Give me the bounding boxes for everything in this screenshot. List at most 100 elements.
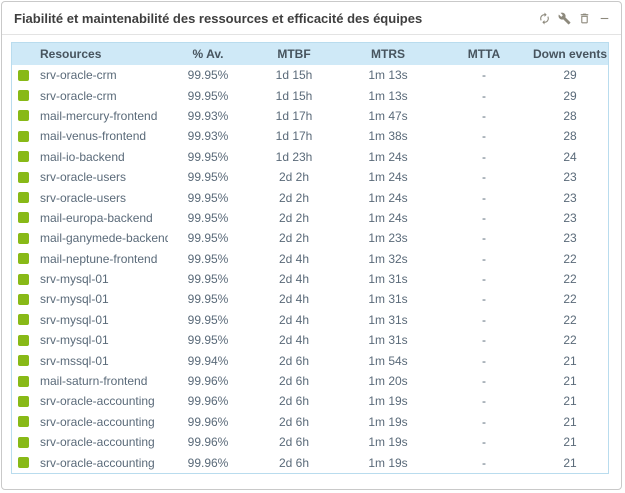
resource-name: srv-oracle-accounting [40,411,168,433]
mtbf-value: 2d 4h [248,289,340,310]
resource-row[interactable]: mail-io-backend 99.95% 1d 23h 1m 24s -24 [11,146,609,167]
resource-row[interactable]: srv-mysql-01 99.95% 2d 4h 1m 31s -22 [11,289,609,310]
col-header-mtrs[interactable]: MTRS [340,42,436,65]
col-header-mtbf[interactable]: MTBF [248,42,340,65]
availability-value: 99.96% [168,452,248,474]
availability-value: 99.95% [168,85,248,106]
mtrs-value: 1m 54s [340,350,436,371]
mtbf-value: 1d 23h [248,146,340,167]
mtrs-value: 1m 19s [340,452,436,474]
resource-name: mail-io-backend [40,146,168,167]
resource-row[interactable]: srv-oracle-accounting 99.96% 2d 6h 1m 19s -2… [11,411,609,433]
trash-icon[interactable] [578,12,591,25]
mtbf-value: 2d 6h [248,452,340,474]
availability-value: 99.95% [168,248,248,269]
down-events-value: 21 [532,411,609,433]
status-cell [11,411,40,433]
resource-row[interactable]: srv-oracle-accounting 99.96% 2d 6h 1m 19s -2… [11,391,609,412]
mtrs-value: 1m 38s [340,126,436,147]
resource-name: mail-europa-backend [40,207,168,229]
resource-row[interactable]: srv-mysql-01 99.95% 2d 4h 1m 31s -22 [11,309,609,331]
resource-row[interactable]: mail-saturn-frontend 99.96% 2d 6h 1m 20s -21 [11,370,609,392]
resource-name: srv-oracle-crm [40,85,168,106]
widget-title: Fiabilité et maintenabilité des ressourc… [14,10,423,26]
mtbf-value: 2d 2h [248,207,340,229]
resource-name: srv-mysql-01 [40,330,168,351]
resource-row[interactable]: mail-neptune-frontend 99.95% 2d 4h 1m 32s -2… [11,248,609,269]
mtrs-value: 1m 47s [340,105,436,127]
resource-row[interactable]: srv-mysql-01 99.95% 2d 4h 1m 31s -22 [11,268,609,290]
resource-row[interactable]: srv-oracle-accounting 99.96% 2d 6h 1m 19s -2… [11,432,609,453]
status-ok-icon [18,334,29,346]
down-events-value: 22 [532,289,609,310]
status-ok-icon [18,192,29,204]
col-header-down-events[interactable]: Down events [532,42,609,65]
mtrs-value: 1m 24s [340,187,436,208]
status-cell [11,309,40,331]
mtta-value: - [436,105,532,127]
down-events-value: 29 [532,85,609,106]
mtrs-value: 1m 31s [340,330,436,351]
status-ok-icon [18,69,29,81]
col-header-status [11,42,40,65]
resource-row[interactable]: mail-mercury-frontend 99.93% 1d 17h 1m 47s -… [11,105,609,127]
mtbf-value: 2d 2h [248,187,340,208]
status-cell [11,187,40,208]
availability-value: 99.95% [168,146,248,167]
widget-toolbar [538,12,611,25]
availability-value: 99.96% [168,432,248,453]
refresh-icon[interactable] [538,12,551,25]
resource-row[interactable]: srv-oracle-users 99.95% 2d 2h 1m 24s -23 [11,166,609,188]
mtrs-value: 1m 13s [340,65,436,86]
wrench-icon[interactable] [558,12,571,25]
resource-row[interactable]: mail-venus-frontend 99.93% 1d 17h 1m 38s -28 [11,126,609,147]
mtrs-value: 1m 19s [340,391,436,412]
col-header-resources[interactable]: Resources [40,42,168,65]
status-cell [11,370,40,392]
status-cell [11,65,40,86]
status-cell [11,350,40,371]
status-cell [11,85,40,106]
status-ok-icon [18,90,29,102]
mtrs-value: 1m 19s [340,432,436,453]
col-header-availability[interactable]: % Av. [168,42,248,65]
resource-row[interactable]: srv-oracle-crm 99.95% 1d 15h 1m 13s -29 [11,85,609,106]
availability-value: 99.95% [168,228,248,249]
down-events-value: 23 [532,228,609,249]
mtrs-value: 1m 19s [340,411,436,433]
resource-row[interactable]: mail-europa-backend 99.95% 2d 2h 1m 24s -23 [11,207,609,229]
resource-row[interactable]: srv-mysql-01 99.95% 2d 4h 1m 31s -22 [11,330,609,351]
mtbf-value: 1d 17h [248,126,340,147]
availability-value: 99.96% [168,391,248,412]
status-cell [11,248,40,269]
mtbf-value: 2d 6h [248,350,340,371]
resource-row[interactable]: srv-mssql-01 99.94% 2d 6h 1m 54s -21 [11,350,609,371]
down-events-value: 23 [532,187,609,208]
mtta-value: - [436,166,532,188]
mtbf-value: 2d 4h [248,309,340,331]
availability-value: 99.93% [168,126,248,147]
status-cell [11,105,40,127]
mtta-value: - [436,350,532,371]
resource-row[interactable]: srv-oracle-crm 99.95% 1d 15h 1m 13s -29 [11,65,609,86]
resource-row[interactable]: srv-oracle-users 99.95% 2d 2h 1m 24s -23 [11,187,609,208]
availability-value: 99.95% [168,330,248,351]
resource-row[interactable]: srv-oracle-accounting 99.96% 2d 6h 1m 19s -2… [11,452,609,474]
resource-row[interactable]: mail-ganymede-backend 99.95% 2d 2h 1m 23s -2… [11,228,609,249]
down-events-value: 21 [532,350,609,371]
status-ok-icon [18,110,29,122]
status-ok-icon [18,151,29,163]
minimize-icon[interactable] [598,12,611,25]
status-cell [11,228,40,249]
resource-name: mail-ganymede-backend [40,228,168,249]
status-ok-icon [18,212,29,224]
resource-name: srv-mysql-01 [40,309,168,331]
status-ok-icon [18,171,29,183]
col-header-mtta[interactable]: MTTA [436,42,532,65]
down-events-value: 22 [532,268,609,290]
mtbf-value: 2d 6h [248,391,340,412]
availability-value: 99.95% [168,166,248,188]
mtta-value: - [436,268,532,290]
mtrs-value: 1m 13s [340,85,436,106]
